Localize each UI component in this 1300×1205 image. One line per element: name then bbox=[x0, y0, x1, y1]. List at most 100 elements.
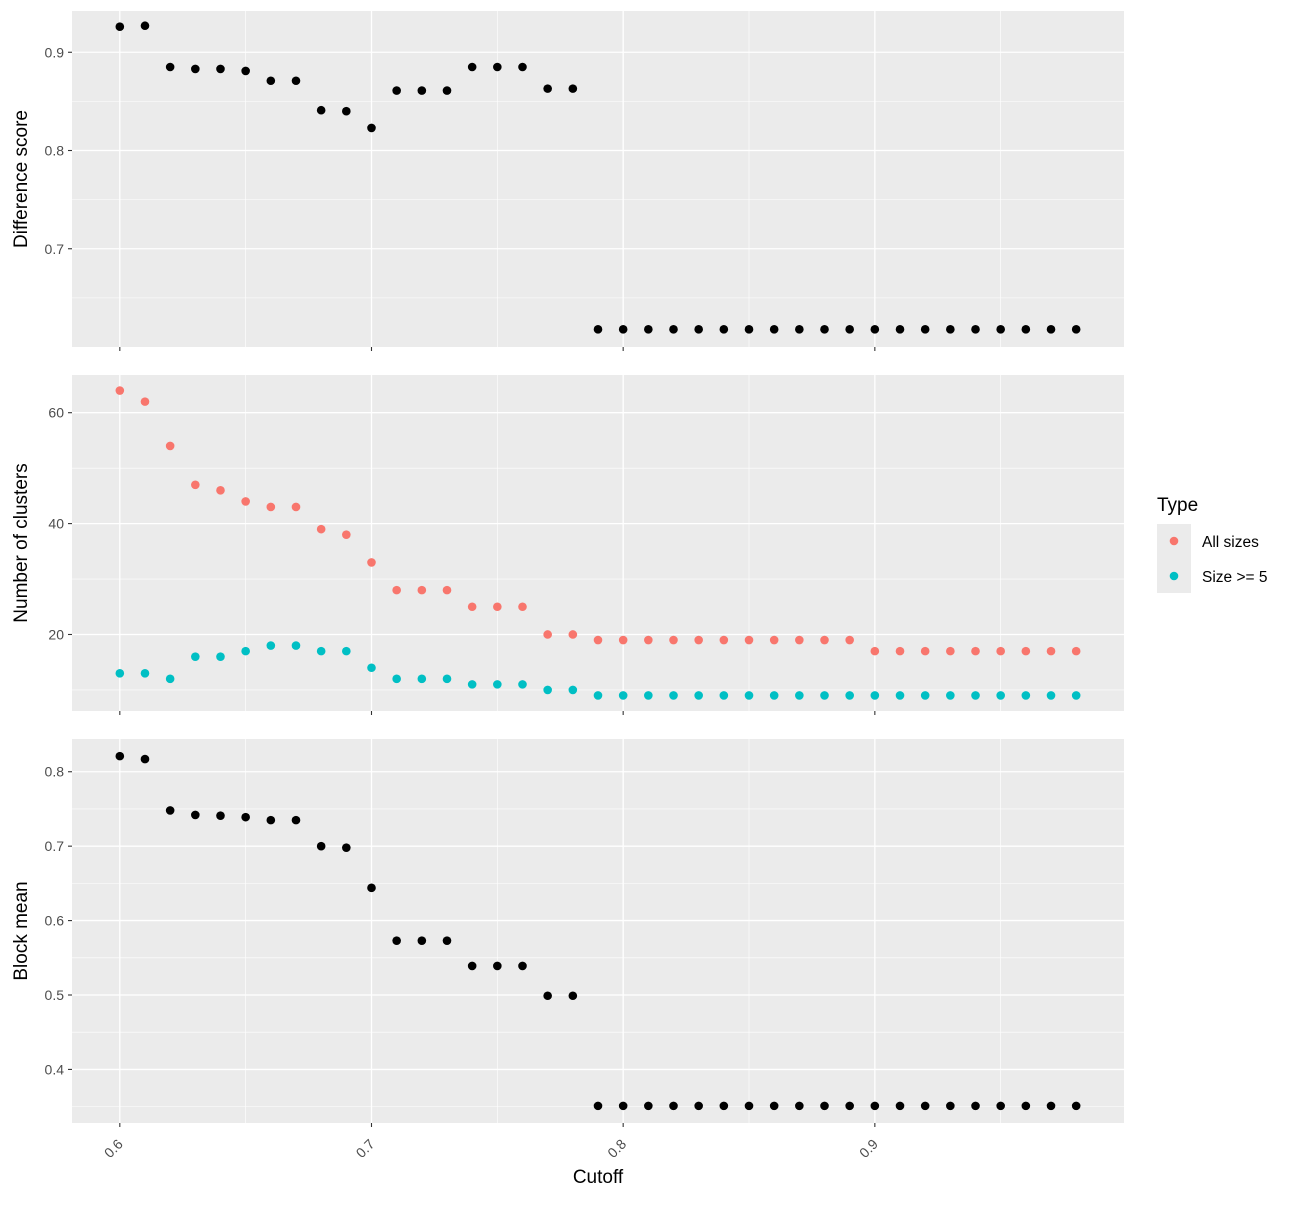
data-point bbox=[417, 674, 427, 684]
data-point bbox=[820, 635, 829, 645]
panel-1: 0.7 0.8 0.9 Difference score bbox=[11, 11, 1124, 351]
data-point bbox=[1021, 691, 1031, 700]
data-point bbox=[920, 325, 930, 334]
data-point bbox=[669, 1101, 678, 1111]
data-point bbox=[543, 685, 552, 695]
data-point bbox=[694, 691, 703, 700]
data-point bbox=[191, 480, 200, 490]
data-point bbox=[895, 691, 905, 700]
data-point bbox=[996, 1101, 1005, 1111]
data-point bbox=[593, 635, 603, 645]
data-point bbox=[216, 486, 225, 495]
data-point bbox=[920, 1101, 930, 1111]
data-point bbox=[946, 1101, 955, 1111]
data-point bbox=[140, 668, 150, 678]
legend-label-all-sizes: All sizes bbox=[1202, 534, 1259, 551]
data-point bbox=[1071, 691, 1081, 700]
y-axis-title: Block mean bbox=[11, 881, 32, 980]
data-point bbox=[191, 64, 200, 74]
data-point bbox=[140, 397, 150, 406]
data-point bbox=[971, 325, 980, 334]
data-point bbox=[1046, 1101, 1056, 1111]
data-point bbox=[1046, 691, 1056, 700]
data-point bbox=[241, 812, 250, 822]
data-point bbox=[644, 635, 653, 645]
data-point bbox=[719, 691, 729, 700]
data-point bbox=[820, 691, 829, 700]
data-point bbox=[392, 936, 401, 945]
data-point bbox=[493, 602, 502, 612]
series-all-sizes bbox=[115, 386, 1081, 656]
panel-background bbox=[72, 11, 1124, 347]
series-points-1 bbox=[115, 751, 1081, 1111]
data-point bbox=[870, 1101, 880, 1111]
data-point bbox=[769, 1101, 779, 1111]
panel-2: 20 40 60 Number of clusters bbox=[11, 375, 1124, 715]
y-tick-label: 60 bbox=[48, 405, 64, 421]
y-tick-label: 0.8 bbox=[45, 143, 65, 159]
data-point bbox=[266, 641, 276, 650]
data-point bbox=[316, 105, 326, 115]
data-point bbox=[367, 123, 376, 133]
data-point bbox=[694, 1101, 703, 1111]
data-point bbox=[593, 691, 603, 700]
data-point bbox=[392, 674, 401, 684]
panel-background bbox=[72, 375, 1124, 711]
y-axis-title: Difference score bbox=[11, 110, 32, 248]
data-point bbox=[769, 635, 779, 645]
data-point bbox=[165, 62, 175, 72]
x-tick-label: 0.9 bbox=[856, 1136, 881, 1161]
data-point bbox=[669, 325, 678, 334]
data-point bbox=[618, 325, 628, 334]
legend-key-size-ge-5 bbox=[1169, 571, 1179, 581]
data-point bbox=[518, 62, 527, 72]
data-point bbox=[870, 646, 880, 656]
data-point bbox=[946, 325, 955, 334]
data-point bbox=[467, 62, 477, 72]
data-point bbox=[971, 691, 980, 700]
data-point bbox=[467, 961, 477, 971]
data-point bbox=[493, 62, 502, 72]
data-point bbox=[996, 325, 1005, 334]
data-point bbox=[820, 1101, 829, 1111]
data-point bbox=[140, 21, 150, 31]
data-point bbox=[191, 652, 200, 661]
data-point bbox=[694, 635, 703, 645]
y-tick-label: 40 bbox=[48, 516, 64, 532]
data-point bbox=[870, 325, 880, 334]
data-point bbox=[719, 635, 729, 645]
data-point bbox=[1021, 1101, 1031, 1111]
panel-background bbox=[72, 739, 1124, 1123]
data-point bbox=[895, 646, 905, 656]
data-point bbox=[543, 84, 552, 93]
data-point bbox=[669, 635, 678, 645]
data-point bbox=[291, 502, 301, 512]
data-point bbox=[769, 691, 779, 700]
y-tick-label: 0.8 bbox=[45, 764, 65, 780]
data-point bbox=[694, 325, 703, 334]
y-tick-label: 0.9 bbox=[45, 44, 65, 60]
data-point bbox=[593, 1101, 603, 1111]
y-tick-label: 0.7 bbox=[45, 241, 65, 257]
data-point bbox=[971, 1101, 980, 1111]
data-point bbox=[719, 325, 729, 334]
data-point bbox=[845, 635, 854, 645]
data-point bbox=[744, 635, 754, 645]
data-point bbox=[316, 646, 326, 656]
legend: Type All sizes Size >= 5 bbox=[1157, 495, 1268, 593]
data-point bbox=[115, 668, 125, 678]
data-point bbox=[115, 751, 125, 761]
data-point bbox=[795, 635, 804, 645]
data-point bbox=[1071, 325, 1081, 334]
data-point bbox=[467, 602, 477, 612]
x-tick-label: 0.8 bbox=[604, 1136, 629, 1161]
data-point bbox=[568, 685, 578, 695]
data-point bbox=[316, 841, 326, 851]
data-point bbox=[266, 502, 276, 512]
data-point bbox=[442, 86, 452, 95]
data-point bbox=[241, 646, 250, 656]
y-tick-label: 0.7 bbox=[45, 838, 65, 854]
data-point bbox=[543, 991, 552, 1001]
legend-label-size-ge-5: Size >= 5 bbox=[1202, 569, 1268, 586]
